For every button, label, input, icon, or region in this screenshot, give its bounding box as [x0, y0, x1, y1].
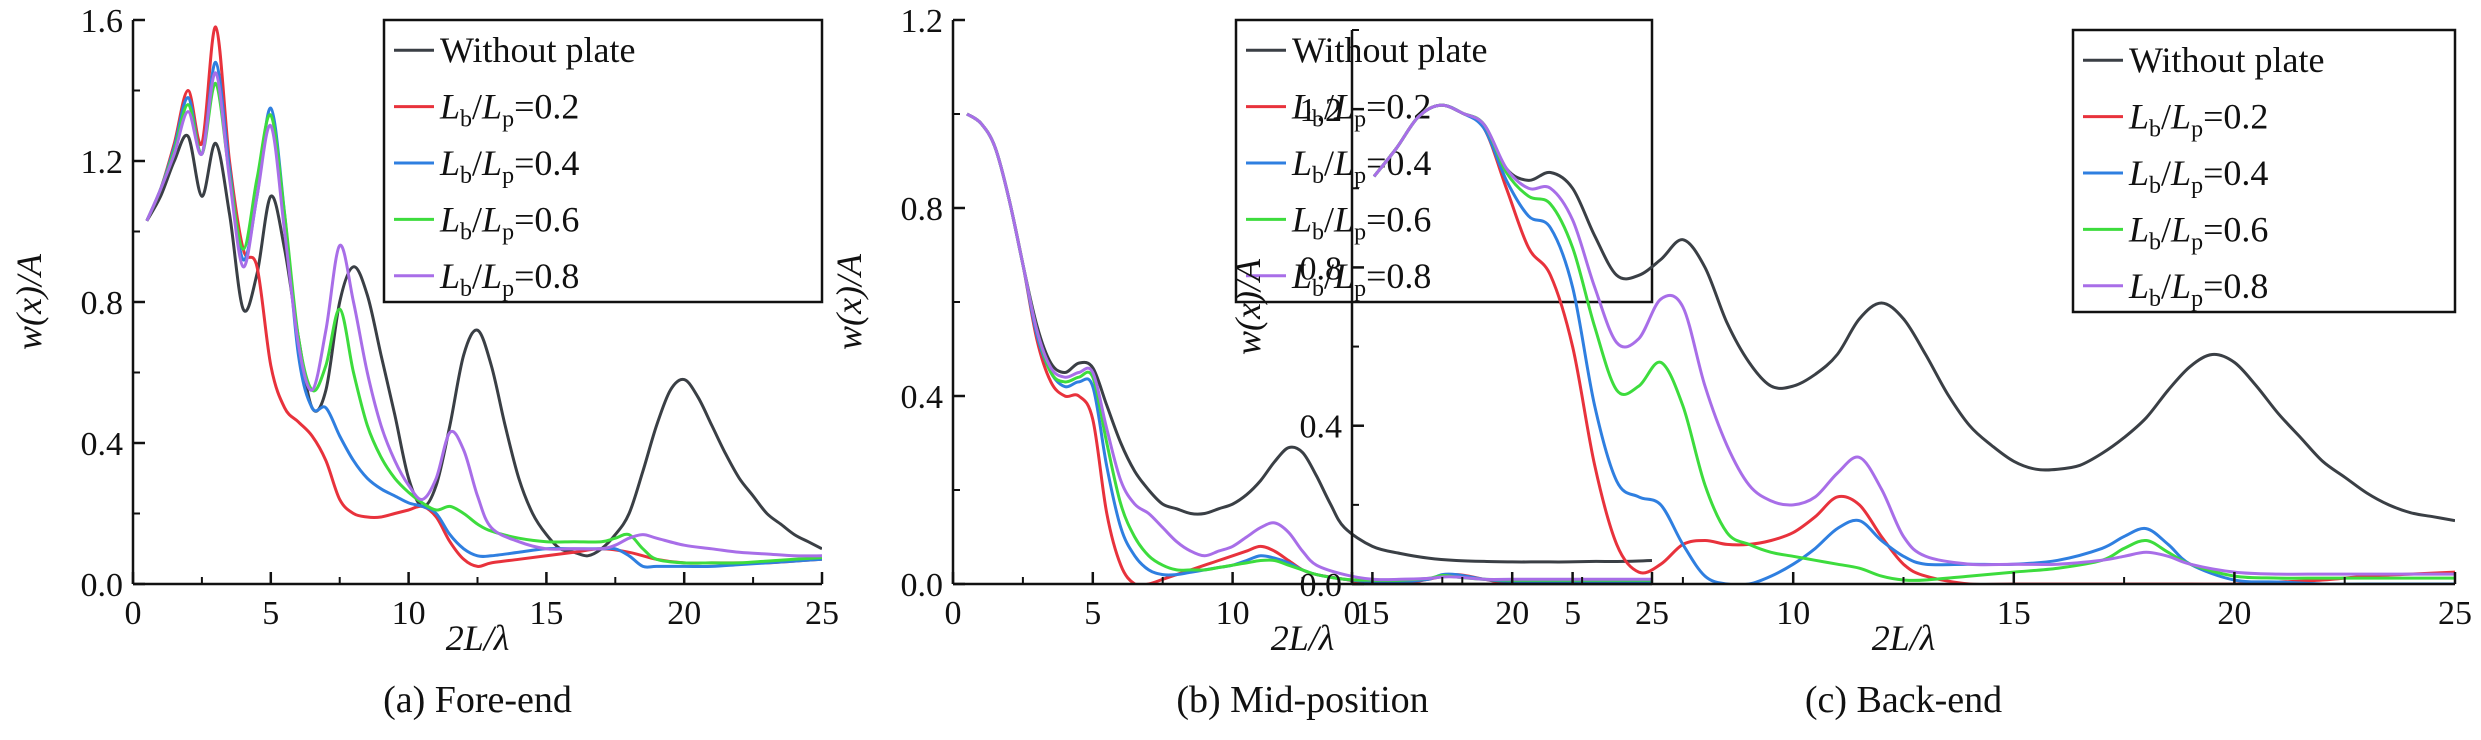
panel-caption: (a) Fore-end [383, 679, 572, 721]
legend-label: Without plate [440, 30, 636, 70]
x-tick-label: 10 [392, 595, 426, 632]
chart-panel-1: 0 5 10 15 20 25 0.0 0.4 0.8 1.2 1.6 2L/λ w(x)/A (a) F… [9, 3, 839, 721]
y-tick-label: 0.0 [1300, 567, 1343, 604]
x-tick-label: 0 [945, 595, 962, 632]
legend-label: Lb/Lp=0.6 [2128, 209, 2268, 255]
series-line-1 [1372, 103, 2455, 523]
y-tick-label: 0.4 [81, 426, 124, 463]
y-tick-label: 0.4 [901, 379, 944, 416]
legend-label: Lb/Lp=0.4 [439, 143, 579, 189]
legend-label: Lb/Lp=0.2 [439, 87, 579, 133]
panel-caption: (c) Back-end [1805, 679, 2002, 721]
y-tick-label: 0.8 [901, 191, 944, 228]
series-line-1 [966, 112, 1652, 564]
plot-area [1372, 103, 2455, 584]
legend-label: Lb/Lp=0.8 [2128, 266, 2268, 312]
x-axis-title: 2L/λ [1872, 618, 1936, 658]
x-tick-label: 25 [2438, 595, 2472, 632]
y-tick-label: 1.2 [901, 3, 944, 40]
legend-box [2071, 28, 2457, 314]
y-axis-title: w(x)/A [9, 253, 49, 350]
y-tick-label: 0.8 [1300, 250, 1343, 287]
x-tick-label: 20 [1495, 595, 1529, 632]
x-tick-label: 15 [529, 595, 563, 632]
legend-label: Lb/Lp=0.4 [2128, 153, 2268, 199]
x-tick-label: 15 [1355, 595, 1389, 632]
legend-label: Lb/Lp=0.8 [1291, 256, 1431, 302]
panel-caption: (b) Mid-position [1176, 679, 1428, 721]
x-tick-label: 20 [2217, 595, 2251, 632]
x-tick-label: 0 [1344, 595, 1361, 632]
plot-area [966, 112, 1652, 584]
series-line-3 [1372, 103, 2455, 584]
legend-label: Lb/Lp=0.2 [2128, 97, 2268, 143]
x-tick-label: 10 [1216, 595, 1250, 632]
y-tick-label: 1.6 [81, 3, 124, 40]
y-tick-label: 0.4 [1300, 409, 1343, 446]
legend: Without plate Lb/Lp=0.2 Lb/Lp=0.4 Lb/Lp=0.6… [1234, 18, 1654, 304]
x-tick-label: 5 [1084, 595, 1101, 632]
x-axis-title: 2L/λ [1271, 618, 1335, 658]
legend: Without plate Lb/Lp=0.2 Lb/Lp=0.4 Lb/Lp=0.6… [2071, 28, 2457, 314]
legend-label: Without plate [1292, 30, 1488, 70]
y-tick-label: 0.0 [81, 567, 124, 604]
x-tick-label: 5 [262, 595, 279, 632]
x-tick-label: 10 [1776, 595, 1810, 632]
y-tick-label: 0.8 [81, 285, 124, 322]
x-tick-label: 25 [1635, 595, 1669, 632]
y-axis-title: w(x)/A [1228, 258, 1268, 355]
series-line-1 [145, 133, 822, 558]
x-tick-label: 15 [1997, 595, 2031, 632]
series-line-4 [1372, 103, 2455, 583]
x-tick-label: 5 [1564, 595, 1581, 632]
y-tick-label: 1.2 [1300, 92, 1343, 129]
x-tick-label: 20 [667, 595, 701, 632]
series-line-2 [1372, 103, 2455, 584]
y-tick-label: 1.2 [81, 144, 124, 181]
plot-area [145, 25, 822, 569]
chart-panel-3: 0 5 10 15 20 25 0.0 0.4 0.8 1.2 2L/λ w(x)/A (c) Back… [1228, 28, 2472, 721]
chart-panel-2: 0 5 10 15 20 25 0.0 0.4 0.8 1.2 2L/λ w(x)/A (b) Mid-… [829, 3, 1669, 721]
x-tick-label: 25 [805, 595, 839, 632]
legend-label: Without plate [2129, 40, 2325, 80]
y-axis-title: w(x)/A [829, 253, 869, 350]
x-axis-title: 2L/λ [446, 618, 510, 658]
series-line-5 [1372, 103, 2455, 576]
legend-label: Lb/Lp=0.6 [1291, 199, 1431, 245]
legend-box [382, 18, 824, 304]
legend: Without plate Lb/Lp=0.2 Lb/Lp=0.4 Lb/Lp=0.6… [382, 18, 824, 304]
x-tick-label: 0 [125, 595, 142, 632]
series-line-5 [145, 71, 822, 558]
legend-label: Lb/Lp=0.6 [439, 199, 579, 245]
legend-box [1234, 18, 1654, 304]
series-line-2 [145, 25, 822, 568]
y-tick-label: 0.0 [901, 567, 944, 604]
legend-label: Lb/Lp=0.2 [1291, 87, 1431, 133]
legend-label: Lb/Lp=0.8 [439, 256, 579, 302]
legend-label: Lb/Lp=0.4 [1291, 143, 1431, 189]
series-line-5 [966, 112, 1652, 582]
